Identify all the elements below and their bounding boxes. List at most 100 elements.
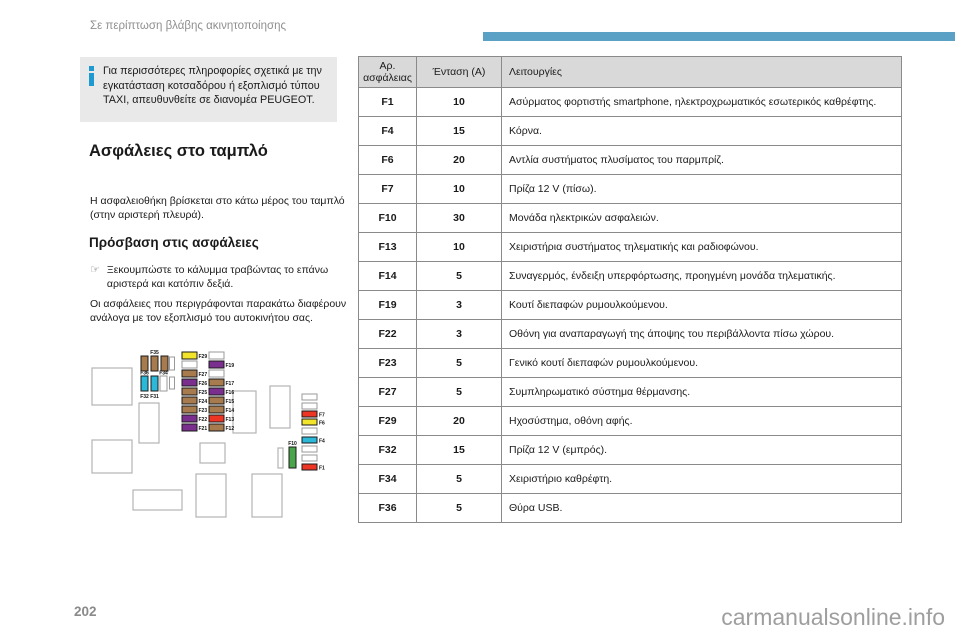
table-row: F29 20 Ηχοσύστημα, οθόνη αφής. xyxy=(358,406,902,436)
table-row: F6 20 Αντλία συστήματος πλυσίματος του παρ… xyxy=(358,145,902,175)
info-icon xyxy=(89,66,94,122)
fuse-slot xyxy=(301,427,318,435)
function-cell: Συμπληρωματικό σύστημα θέρμανσης. xyxy=(501,377,902,407)
fuse-table-body: F1 10 Ασύρματος φορτιστής smartphone, ηλεκ… xyxy=(358,87,902,523)
table-row: F32 15 Πρίζα 12 V (εμπρός). xyxy=(358,435,902,465)
amperage-cell: 30 xyxy=(416,203,502,233)
component-outline xyxy=(277,447,284,469)
table-row: F14 5 Συναγερμός, ένδειξη υπερφόρτωσης, πρ… xyxy=(358,261,902,291)
fuse-id-cell: F13 xyxy=(358,232,417,262)
fuse-label: F23 xyxy=(199,408,208,414)
fuse-f34 xyxy=(159,375,168,392)
fuse-f6 xyxy=(301,418,318,426)
fuse-f27 xyxy=(181,369,198,378)
instruction-line: Ξεκουμπώστε το κάλυμμα τραβώντας το επάν… xyxy=(106,264,329,276)
info-text-line: TAXI, απευθυνθείτε σε διανομέα PEUGEOT. xyxy=(103,94,315,107)
running-header: Σε περίπτωση βλάβης ακινητοποίησης xyxy=(90,20,287,32)
fuse-id-cell: F4 xyxy=(358,116,417,146)
fuse-f15 xyxy=(208,396,225,405)
table-row: F27 5 Συμπληρωματικό σύστημα θέρμανσης. xyxy=(358,377,902,407)
table-row: F22 3 Οθόνη για αναπαραγωγή της άποψης του… xyxy=(358,319,902,349)
fuse-slot xyxy=(208,351,225,360)
note-line: ανάλογα με τον εξοπλισμό του αυτοκινήτου… xyxy=(90,312,313,325)
function-cell: Πρίζα 12 V (εμπρός). xyxy=(501,435,902,465)
fuse-label: F26 xyxy=(199,381,208,387)
fuse-f14 xyxy=(208,405,225,414)
fuse-f1 xyxy=(301,463,318,471)
fuse-label: F32 xyxy=(140,394,149,400)
fuse-table-header: Αρ. ασφάλειας Ένταση (A) Λειτουργίες xyxy=(358,56,902,88)
function-cell: Μονάδα ηλεκτρικών ασφαλειών. xyxy=(501,203,902,233)
intro-line: Η ασφαλειοθήκη βρίσκεται στο κάτω μέρος … xyxy=(90,195,345,207)
fuse-label: F14 xyxy=(226,408,235,414)
fuse-slot xyxy=(208,369,225,378)
fuse-f22 xyxy=(181,414,198,423)
function-cell: Πρίζα 12 V (πίσω). xyxy=(501,174,902,204)
function-cell: Συναγερμός, ένδειξη υπερφόρτωσης, προηγμ… xyxy=(501,261,902,291)
fuse-slot xyxy=(301,454,318,462)
fuse-id-cell: F14 xyxy=(358,261,417,291)
fuse-f36 xyxy=(140,375,149,392)
fuse-label: F27 xyxy=(199,372,208,378)
component-outline xyxy=(269,385,291,429)
fuse-slot xyxy=(301,445,318,453)
table-row: F34 5 Χειριστήριο καθρέφτη. xyxy=(358,464,902,494)
instruction-line: αριστερά και κατόπιν δεξιά. xyxy=(106,278,234,291)
component-outline xyxy=(199,442,226,464)
fuse-label: F13 xyxy=(226,417,235,423)
watermark: carmanualsonline.info xyxy=(721,604,945,630)
fuse-box-diagram: F35 F36 F31 F34 F32 F29 F27 F26 F25 F24 F23 F22 F21 F… xyxy=(91,350,325,518)
pointing-hand-icon: ☞ xyxy=(90,264,100,276)
page-number: 202 xyxy=(74,604,97,619)
fuse-f16 xyxy=(208,387,225,396)
fuse-f29 xyxy=(181,351,198,360)
accent-bar xyxy=(483,32,955,41)
function-cell: Οθόνη για αναπαραγωγή της άποψης του περ… xyxy=(501,319,902,349)
fuse-label: F31 xyxy=(150,394,159,400)
fuse-label: F36 xyxy=(140,371,149,377)
fuse-f23 xyxy=(181,405,198,414)
amperage-cell: 15 xyxy=(416,116,502,146)
fuse-f19 xyxy=(208,360,225,369)
function-cell: Γενικό κουτί διεπαφών ρυμουλκούμενου. xyxy=(501,348,902,378)
component-outline xyxy=(91,439,133,474)
header-amperage: Ένταση (A) xyxy=(416,56,502,88)
amperage-cell: 15 xyxy=(416,435,502,465)
fuse-slot xyxy=(301,393,318,401)
fuse-label: F7 xyxy=(319,413,325,419)
fuse-label: F29 xyxy=(199,354,208,360)
fuse-label: F4 xyxy=(319,439,325,445)
fuse-label: F35 xyxy=(150,350,159,356)
header-fuse-number: Αρ. ασφάλειας xyxy=(358,56,417,88)
fuse-f4 xyxy=(301,436,318,444)
fuse-label: F19 xyxy=(226,363,235,369)
note-line: Οι ασφάλειες που περιγράφονται παρακάτω … xyxy=(90,298,347,310)
fuse-id-cell: F6 xyxy=(358,145,417,175)
amperage-cell: 10 xyxy=(416,87,502,117)
amperage-cell: 5 xyxy=(416,464,502,494)
fuse-label: F12 xyxy=(226,426,235,432)
function-cell: Χειριστήριο καθρέφτη. xyxy=(501,464,902,494)
fuse-id-cell: F32 xyxy=(358,435,417,465)
component-outline xyxy=(195,473,227,518)
amperage-cell: 5 xyxy=(416,377,502,407)
table-row: F4 15 Κόρνα. xyxy=(358,116,902,146)
function-cell: Αντλία συστήματος πλυσίματος του παρμπρί… xyxy=(501,145,902,175)
component-outline xyxy=(138,402,160,444)
info-text-line: Για περισσότερες πληροφορίες σχετικά με … xyxy=(103,65,322,77)
table-row: F23 5 Γενικό κουτί διεπαφών ρυμουλκούμενου… xyxy=(358,348,902,378)
fuse-f35 xyxy=(150,355,159,372)
fuse-slot xyxy=(301,402,318,410)
table-row: F7 10 Πρίζα 12 V (πίσω). xyxy=(358,174,902,204)
section-title: Ασφάλειες στο ταμπλό xyxy=(89,142,268,160)
function-cell: Χειριστήρια συστήματος τηλεματικής και ρ… xyxy=(501,232,902,262)
fuse-f12 xyxy=(208,423,225,432)
fuse-f32 xyxy=(169,376,175,390)
amperage-cell: 10 xyxy=(416,174,502,204)
fuse-slot xyxy=(160,355,169,372)
fuse-id-cell: F10 xyxy=(358,203,417,233)
intro-line: (στην αριστερή πλευρά). xyxy=(90,209,204,222)
fuse-f7 xyxy=(301,410,318,418)
fuse-label: F21 xyxy=(199,426,208,432)
table-row: F1 10 Ασύρματος φορτιστής smartphone, ηλεκ… xyxy=(358,87,902,117)
